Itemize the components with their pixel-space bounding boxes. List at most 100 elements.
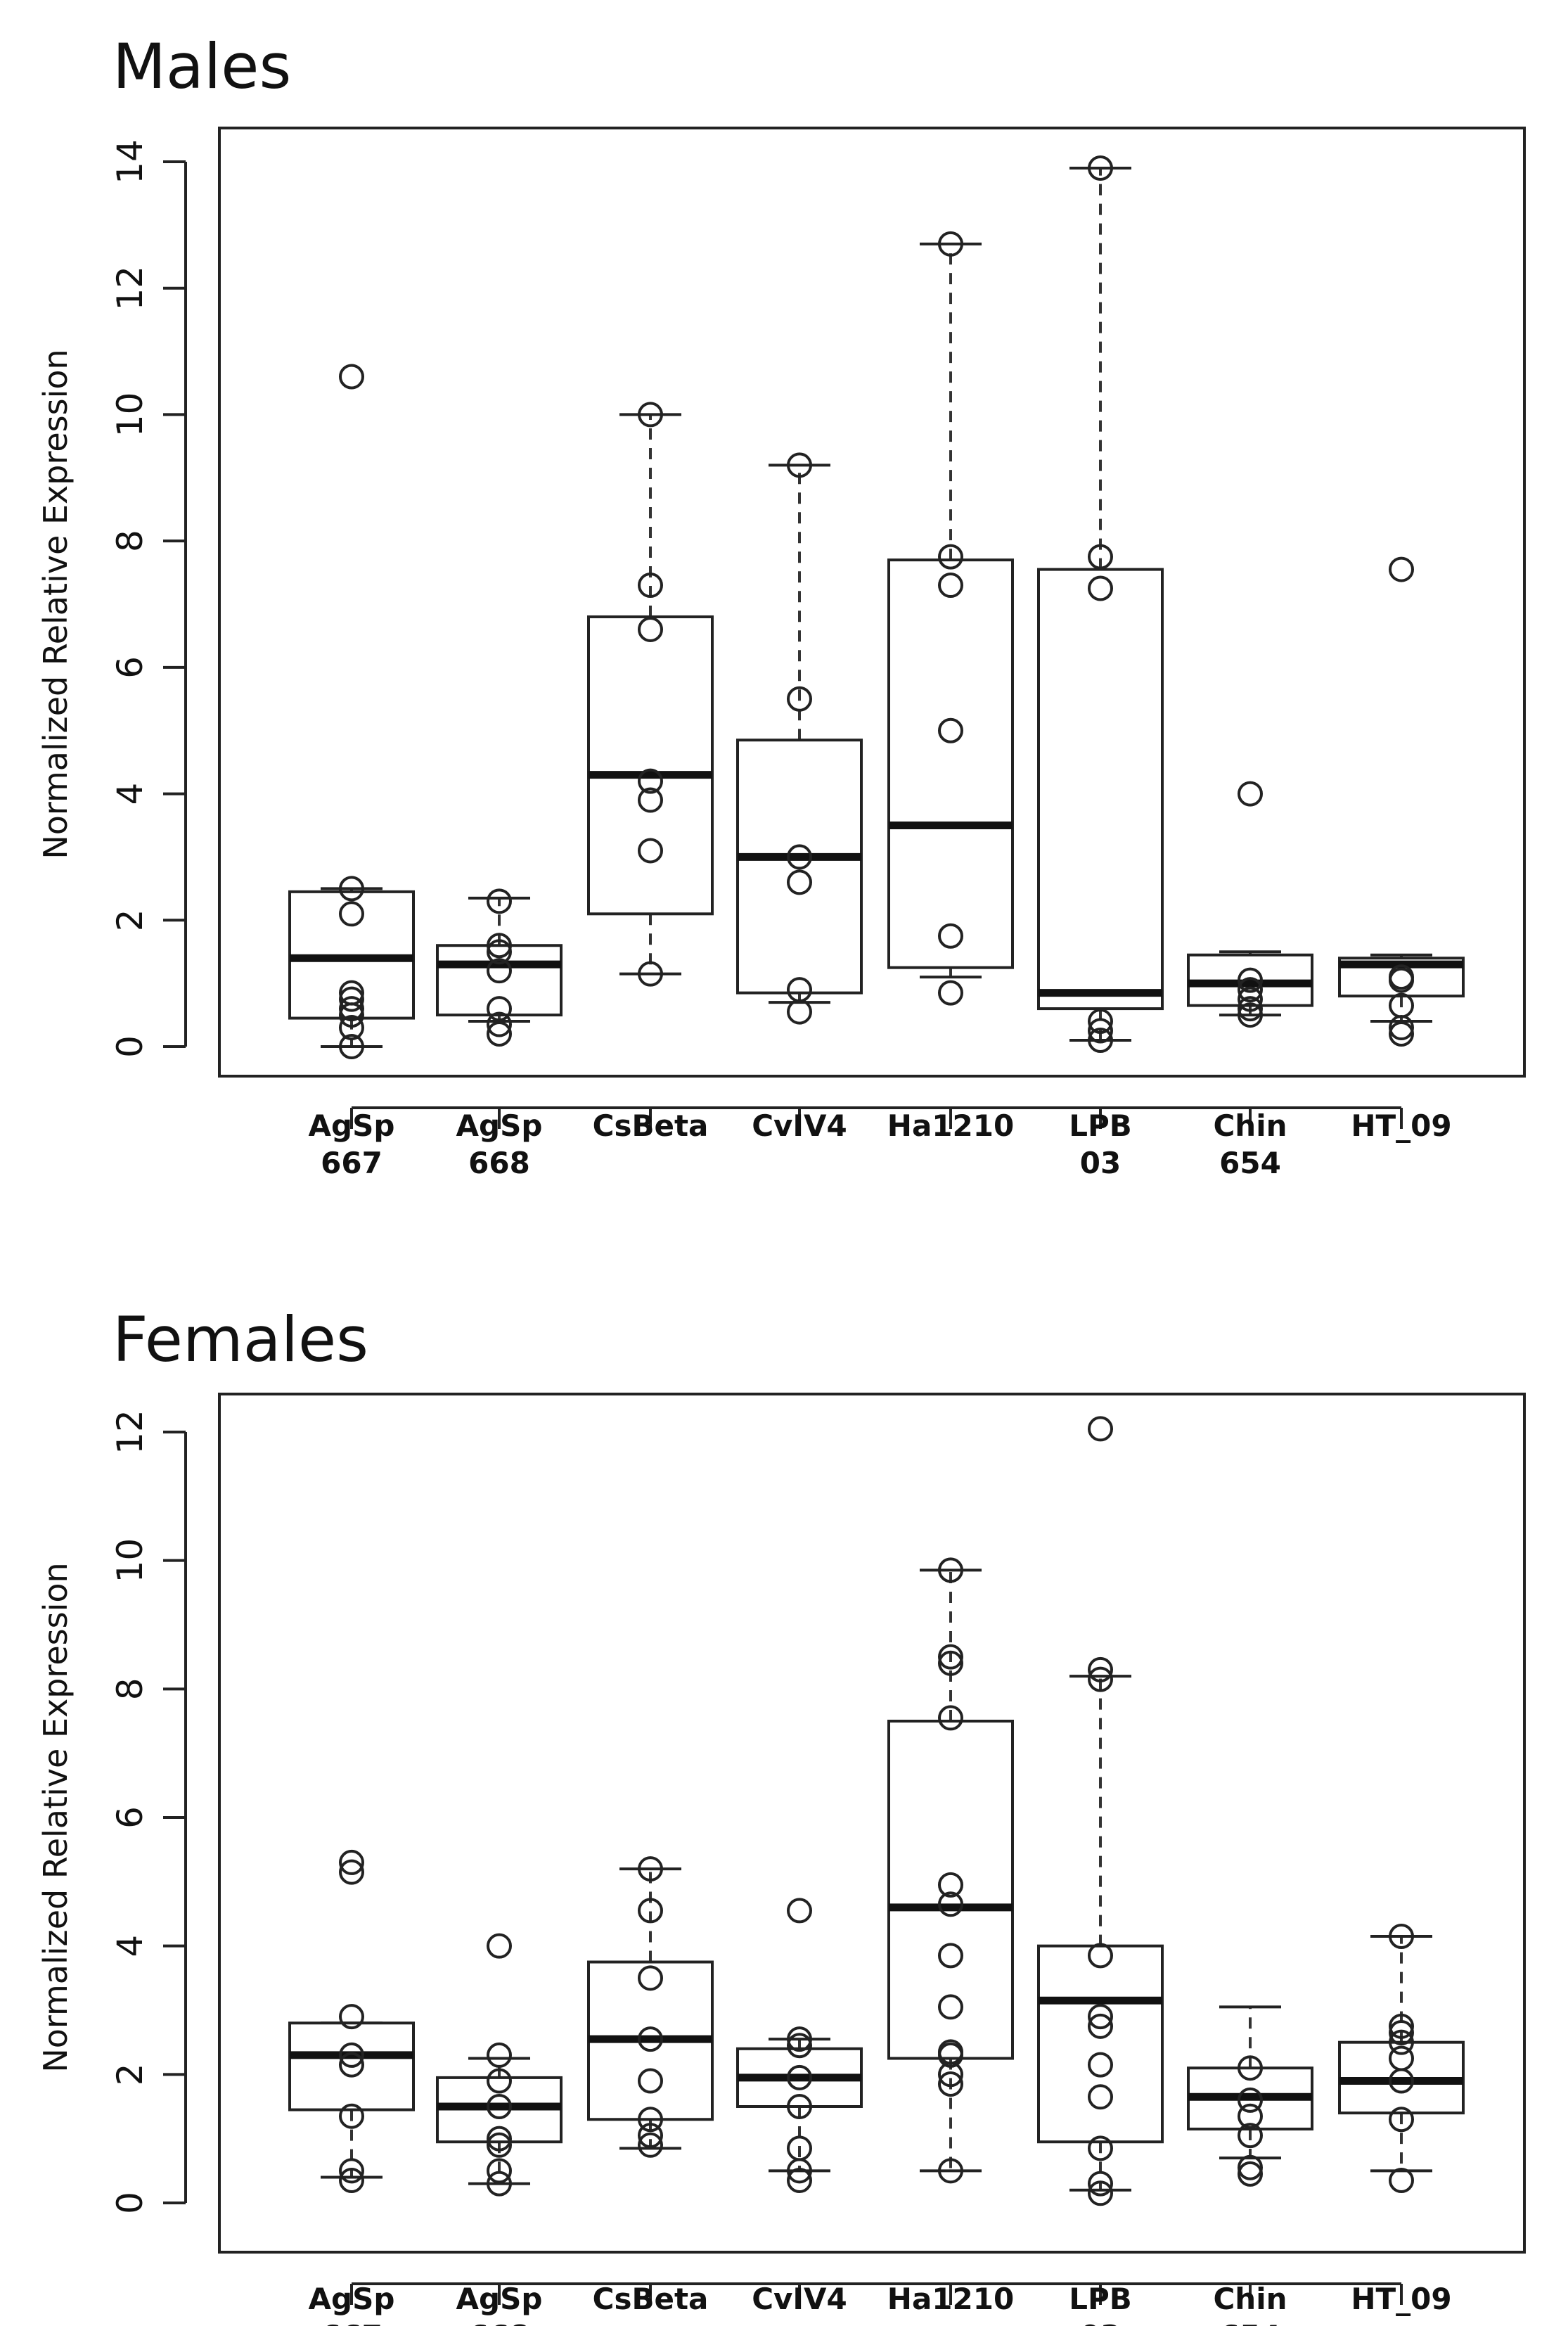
y-tick-label: 2 — [110, 2063, 150, 2085]
box-iqr — [1037, 568, 1164, 1011]
data-point — [1389, 992, 1414, 1018]
data-point — [638, 961, 663, 987]
data-point — [339, 2004, 364, 2030]
data-point — [339, 1015, 364, 1041]
data-point — [787, 2033, 812, 2059]
data-point — [638, 2026, 663, 2052]
data-point — [1238, 996, 1263, 1022]
y-tick-label: 4 — [110, 1935, 150, 1957]
data-point — [938, 573, 963, 599]
data-point — [638, 616, 663, 642]
data-point — [938, 2039, 963, 2065]
x-tick-label-line: AgSp — [309, 2282, 395, 2316]
data-point — [638, 402, 663, 428]
plot-frame — [218, 127, 1526, 1078]
data-point — [938, 1705, 963, 1731]
data-point — [339, 2052, 364, 2078]
data-point — [787, 452, 812, 478]
x-tick-label-line: Ha1210 — [887, 1108, 1014, 1143]
data-point — [1088, 2135, 1113, 2161]
data-point — [787, 686, 812, 712]
data-point — [487, 939, 512, 965]
y-tick-label: 14 — [110, 139, 150, 184]
males-panel: Males 0 2 4 6 8 10 12 14 Normalized Relative Expr… — [37, 30, 1526, 1180]
data-point — [339, 2158, 364, 2184]
data-point — [487, 933, 512, 959]
data-point — [1238, 2161, 1263, 2187]
data-point — [1088, 2180, 1113, 2206]
data-point — [638, 1965, 663, 1991]
x-tick-label-line: 668 — [468, 2319, 530, 2326]
x-tick-label-line: 667 — [321, 2319, 383, 2326]
data-point — [638, 787, 663, 813]
box-iqr — [587, 615, 714, 916]
data-point — [487, 888, 512, 914]
data-point — [787, 2064, 812, 2090]
data-point — [938, 2158, 963, 2184]
x-tick-label-line: Chin — [1213, 1108, 1287, 1143]
data-point — [1088, 1666, 1113, 1692]
data-point — [339, 2042, 364, 2068]
x-tick-label: AgSp 667 — [309, 2282, 395, 2326]
box-iqr — [1037, 1944, 1164, 2144]
data-point — [787, 977, 812, 1003]
y-tick-label: 6 — [110, 1806, 150, 1829]
x-tick-label: CsBeta — [593, 2282, 709, 2316]
data-point — [787, 844, 812, 870]
data-point — [1238, 977, 1263, 1003]
data-point — [938, 1644, 963, 1670]
data-point — [1088, 1943, 1113, 1969]
data-point — [1088, 544, 1113, 570]
data-point — [487, 2042, 512, 2068]
x-tick-label: HT_09 — [1351, 1108, 1451, 1143]
y-axis-title: Normalized Relative Expression — [37, 1562, 75, 2072]
x-tick-label-line: AgSp — [309, 1108, 395, 1143]
data-point — [787, 2135, 812, 2161]
data-point — [1238, 1002, 1263, 1028]
data-point — [1389, 2029, 1414, 2055]
data-point — [1238, 2055, 1263, 2081]
y-tick-label: 6 — [110, 656, 150, 679]
data-point — [1389, 2107, 1414, 2133]
x-tick-label-line: CsBeta — [593, 1108, 709, 1143]
data-point — [487, 2132, 512, 2158]
data-point — [339, 1034, 364, 1059]
data-point — [938, 1872, 963, 1898]
data-point — [487, 2126, 512, 2152]
x-tick-label: HT_09 — [1351, 2282, 1451, 2316]
data-point — [487, 1011, 512, 1037]
data-point — [1238, 2103, 1263, 2129]
box-iqr — [736, 739, 863, 995]
data-point — [339, 1859, 364, 1885]
data-point — [1389, 2168, 1414, 2194]
data-point — [787, 2094, 812, 2119]
x-tick-label: CsBeta — [593, 1108, 709, 1143]
data-point — [938, 980, 963, 1006]
data-point — [339, 2103, 364, 2129]
data-point — [938, 1891, 963, 1917]
data-point — [487, 2158, 512, 2184]
y-tick-label: 8 — [110, 1678, 150, 1700]
data-point — [938, 2071, 963, 2097]
data-point — [1088, 1018, 1113, 1044]
data-point — [938, 1650, 963, 1676]
x-tick-label-line: CsBeta — [593, 2282, 709, 2316]
y-tick-label: 0 — [110, 2192, 150, 2214]
x-tick-label-line: 03 — [1080, 2319, 1121, 2326]
data-point — [1238, 2154, 1263, 2180]
data-point — [1389, 964, 1414, 990]
data-point — [1238, 781, 1263, 807]
data-point — [938, 1943, 963, 1969]
data-point — [487, 958, 512, 984]
data-point — [339, 876, 364, 902]
data-point — [1088, 1656, 1113, 1682]
data-point — [1238, 986, 1263, 1012]
data-point — [487, 2094, 512, 2119]
x-tick-label-line: Ha1210 — [887, 2282, 1014, 2316]
x-tick-label-line: LPB — [1069, 2282, 1132, 2316]
data-point — [787, 999, 812, 1025]
x-tick-label: CvIV4 — [752, 1108, 847, 1143]
data-point — [339, 980, 364, 1006]
data-point — [1389, 1021, 1414, 1047]
